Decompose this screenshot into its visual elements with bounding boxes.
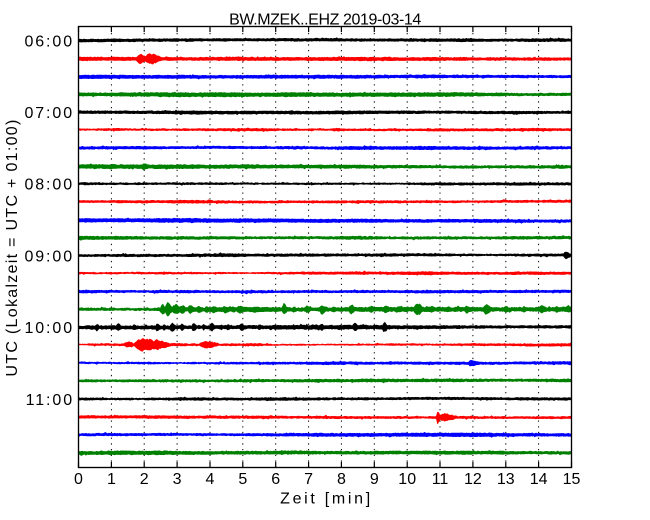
svg-text:12: 12: [464, 471, 482, 488]
svg-text:Zeit [min]: Zeit [min]: [280, 491, 373, 508]
svg-text:15: 15: [563, 471, 581, 488]
svg-text:10: 10: [398, 471, 416, 488]
svg-text:3: 3: [173, 471, 182, 488]
svg-text:9: 9: [370, 471, 379, 488]
svg-text:4: 4: [206, 471, 215, 488]
svg-text:09:00: 09:00: [24, 248, 74, 265]
svg-text:06:00: 06:00: [24, 33, 74, 50]
svg-text:7: 7: [304, 471, 313, 488]
svg-text:6: 6: [271, 471, 280, 488]
svg-text:8: 8: [337, 471, 346, 488]
svg-text:13: 13: [497, 471, 515, 488]
svg-text:11: 11: [432, 471, 449, 488]
svg-text:14: 14: [530, 471, 548, 488]
svg-text:5: 5: [238, 471, 247, 488]
svg-text:07:00: 07:00: [24, 105, 74, 122]
svg-text:11:00: 11:00: [26, 392, 74, 409]
svg-text:2: 2: [140, 471, 149, 488]
svg-text:1: 1: [107, 471, 116, 488]
svg-text:0: 0: [74, 471, 83, 488]
svg-text:UTC (Lokalzeit = UTC + 01:00): UTC (Lokalzeit = UTC + 01:00): [4, 118, 21, 376]
svg-text:BW.MZEK..EHZ 2019-03-14: BW.MZEK..EHZ 2019-03-14: [229, 12, 421, 29]
svg-text:10:00: 10:00: [24, 320, 74, 337]
svg-text:08:00: 08:00: [24, 177, 74, 194]
